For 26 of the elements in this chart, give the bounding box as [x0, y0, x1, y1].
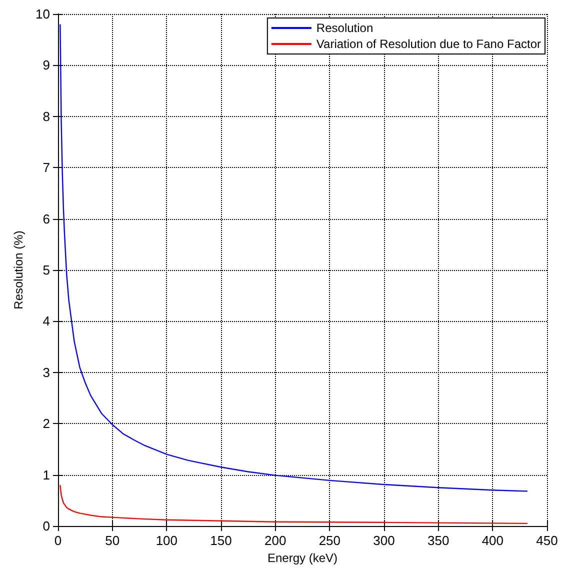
y-tick-label: 3	[42, 364, 50, 380]
x-tick-label: 100	[156, 533, 178, 548]
x-tick-label: 250	[318, 533, 341, 548]
y-tick-label: 1	[42, 467, 50, 482]
x-tick-label: 50	[105, 533, 120, 548]
y-tick-label: 2	[42, 416, 50, 432]
x-axis-title: Energy (keV)	[267, 551, 338, 565]
x-tick-label: 300	[373, 533, 395, 548]
legend-label: Resolution	[316, 21, 374, 35]
x-tick-label: 200	[264, 533, 286, 548]
x-tick-label: 150	[210, 533, 232, 548]
y-tick-label: 5	[42, 262, 50, 278]
y-tick-label: 0	[42, 518, 50, 534]
y-tick-label: 10	[36, 6, 50, 22]
y-tick-label: 8	[42, 108, 50, 124]
x-tick-label: 0	[54, 533, 62, 548]
line-series	[60, 484, 528, 524]
y-tick-label: 9	[42, 58, 50, 73]
legend-label: Variation of Resolution due to Fano Factor	[316, 37, 542, 51]
x-tick-label: 350	[427, 533, 450, 548]
y-axis-title: Resolution (%)	[12, 230, 26, 310]
y-tick-label: 4	[42, 314, 50, 329]
y-tick-label: 6	[42, 211, 50, 226]
x-tick-label: 400	[482, 533, 504, 548]
x-tick-label: 450	[536, 533, 558, 548]
y-tick-label: 7	[42, 160, 50, 176]
